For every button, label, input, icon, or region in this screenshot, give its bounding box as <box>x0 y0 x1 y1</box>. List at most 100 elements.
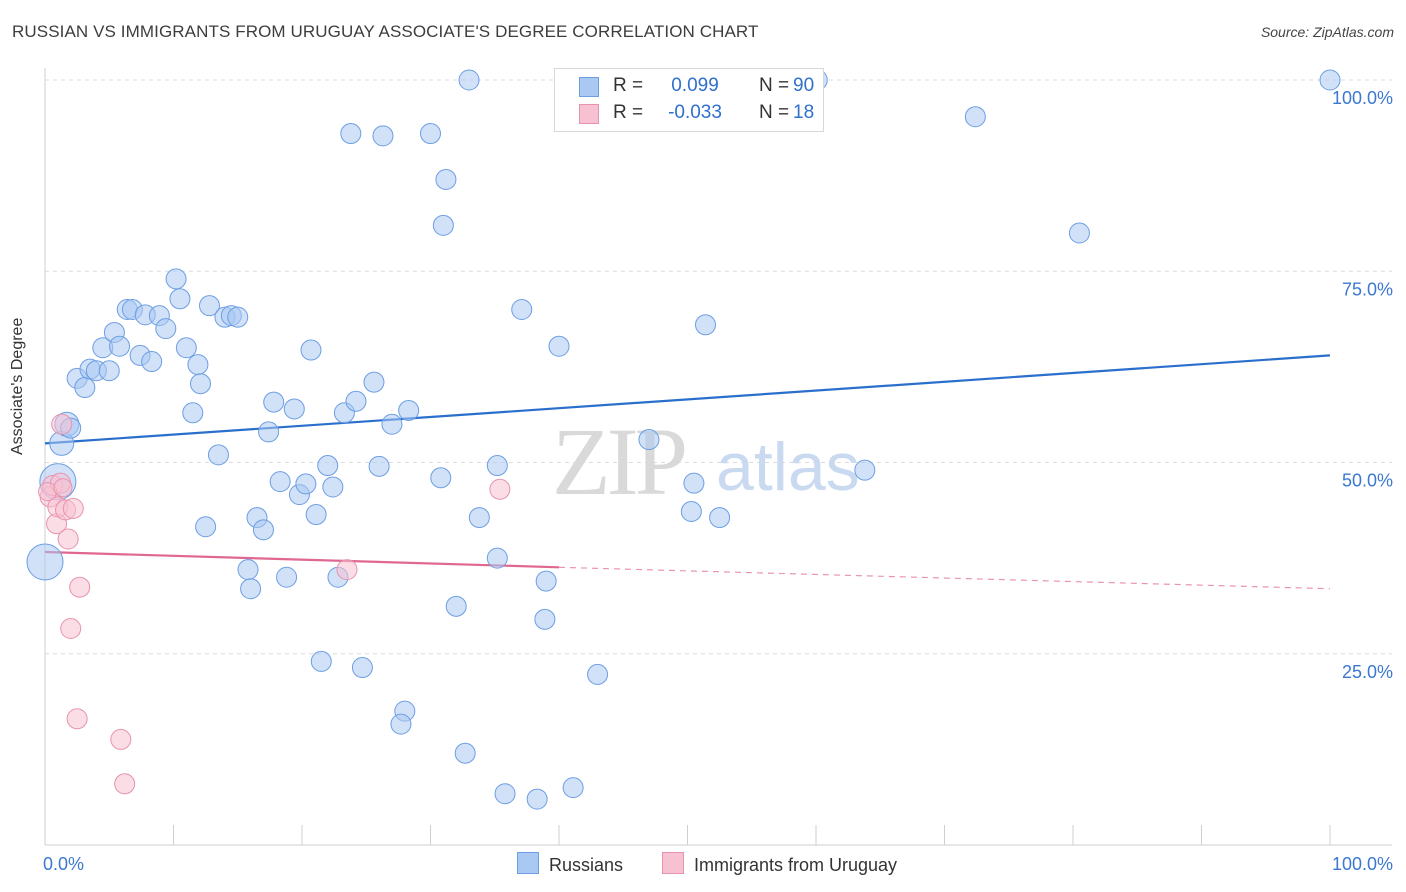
russians-point <box>562 777 584 799</box>
data-points <box>26 69 1341 810</box>
russians-point <box>155 318 177 340</box>
russians-point <box>207 444 229 466</box>
russians-point <box>276 566 298 588</box>
russians-point <box>486 547 508 569</box>
uruguay-point <box>66 708 88 730</box>
russians-point <box>680 500 702 522</box>
russians-point <box>263 391 285 413</box>
tick-labels: 25.0% 50.0% 75.0% 100.0% 0.0% 100.0% <box>43 88 1393 874</box>
uruguay-point <box>110 728 132 750</box>
russians-point <box>141 351 163 373</box>
russians-point <box>534 608 556 630</box>
russians-point <box>694 314 716 336</box>
russians-point <box>964 106 986 128</box>
uruguay-trend-line <box>44 550 560 569</box>
russians-point <box>295 473 317 495</box>
stats-legend: R = 0.099 N = 90 R = -0.033 N = 18 <box>554 68 824 132</box>
watermark-zip: ZIP <box>552 408 685 515</box>
russians-point <box>398 399 420 421</box>
uruguay-legend-swatch <box>662 852 684 874</box>
y-tick-label: 75.0% <box>1342 279 1393 299</box>
russians-point <box>345 390 367 412</box>
russians-point <box>252 519 274 541</box>
legend-item-uruguay[interactable]: Immigrants from Uruguay <box>662 852 897 876</box>
y-tick-label: 50.0% <box>1342 471 1393 491</box>
uruguay-point <box>62 497 84 519</box>
russians-point <box>310 650 332 672</box>
watermark-atlas: atlas <box>716 429 860 505</box>
russians-point <box>175 337 197 359</box>
russians-point <box>683 472 705 494</box>
source-label: Source: ZipAtlas.com <box>1260 24 1394 40</box>
russians-point <box>98 360 120 382</box>
legend-label-russians: Russians <box>549 855 624 875</box>
watermark: ZIP atlas <box>552 408 860 515</box>
r-label: R = <box>613 102 644 123</box>
chart-title: RUSSIAN VS IMMIGRANTS FROM URUGUAY ASSOC… <box>12 22 759 41</box>
russians-point <box>381 413 403 435</box>
uruguay-trend-extension <box>558 566 1331 590</box>
russians-swatch <box>579 77 599 97</box>
uruguay-point <box>60 618 82 640</box>
russians-point <box>486 455 508 477</box>
grid-lines <box>45 79 1392 655</box>
russians-point <box>240 578 262 600</box>
russians-point <box>189 373 211 395</box>
russians-point <box>420 123 441 145</box>
uruguay-point <box>336 559 358 581</box>
russians-point <box>26 543 64 581</box>
russians-point <box>511 299 533 320</box>
russians-point <box>1319 69 1341 91</box>
russians-point <box>709 507 731 529</box>
russians-point <box>372 125 394 147</box>
russians-point <box>854 459 876 481</box>
russians-point <box>368 455 390 477</box>
russians-point <box>258 421 280 443</box>
y-axis-label: Associate's Degree <box>9 317 26 455</box>
russians-point <box>322 476 344 498</box>
y-tick-label: 100.0% <box>1332 88 1393 108</box>
n-label: N = <box>759 102 790 123</box>
trend-lines <box>44 354 1331 590</box>
russians-point <box>169 288 191 310</box>
uruguay-point <box>69 576 91 598</box>
russians-point <box>535 570 557 592</box>
russians-point <box>454 742 476 764</box>
uruguay-point <box>51 413 73 435</box>
russians-point <box>340 123 362 145</box>
russians-point <box>269 471 291 493</box>
russians-point <box>432 214 454 236</box>
russians-point <box>74 377 96 399</box>
russians-point <box>363 371 385 393</box>
russians-point <box>195 516 217 538</box>
russians-point <box>638 429 660 451</box>
russians-point <box>435 168 457 190</box>
russians-point <box>494 783 516 805</box>
russians-point <box>227 306 249 328</box>
uruguay-point <box>53 478 73 498</box>
russians-point <box>1068 222 1090 244</box>
russians-point <box>305 504 327 526</box>
russians-point <box>351 657 373 679</box>
x-tick-label: 100.0% <box>1332 854 1393 874</box>
n-label: N = <box>759 75 790 96</box>
russians-point <box>390 713 412 735</box>
axes <box>44 68 1392 846</box>
r-value: -0.033 <box>668 102 722 123</box>
uruguay-point <box>489 478 511 500</box>
russians-point <box>300 339 322 361</box>
russians-point <box>182 402 204 424</box>
x-tick-label: 0.0% <box>43 854 84 874</box>
uruguay-swatch <box>579 104 599 124</box>
legend-item-russians[interactable]: Russians <box>517 852 623 876</box>
russians-legend-swatch <box>517 852 539 874</box>
russians-point <box>283 398 305 420</box>
russians-point <box>587 663 609 685</box>
russians-point <box>430 467 452 489</box>
russians-trend-line <box>44 354 1331 445</box>
russians-point <box>468 507 490 529</box>
russians-point <box>165 268 187 290</box>
n-value: 18 <box>793 102 815 123</box>
y-tick-label: 25.0% <box>1342 662 1393 682</box>
russians-point <box>548 335 570 357</box>
